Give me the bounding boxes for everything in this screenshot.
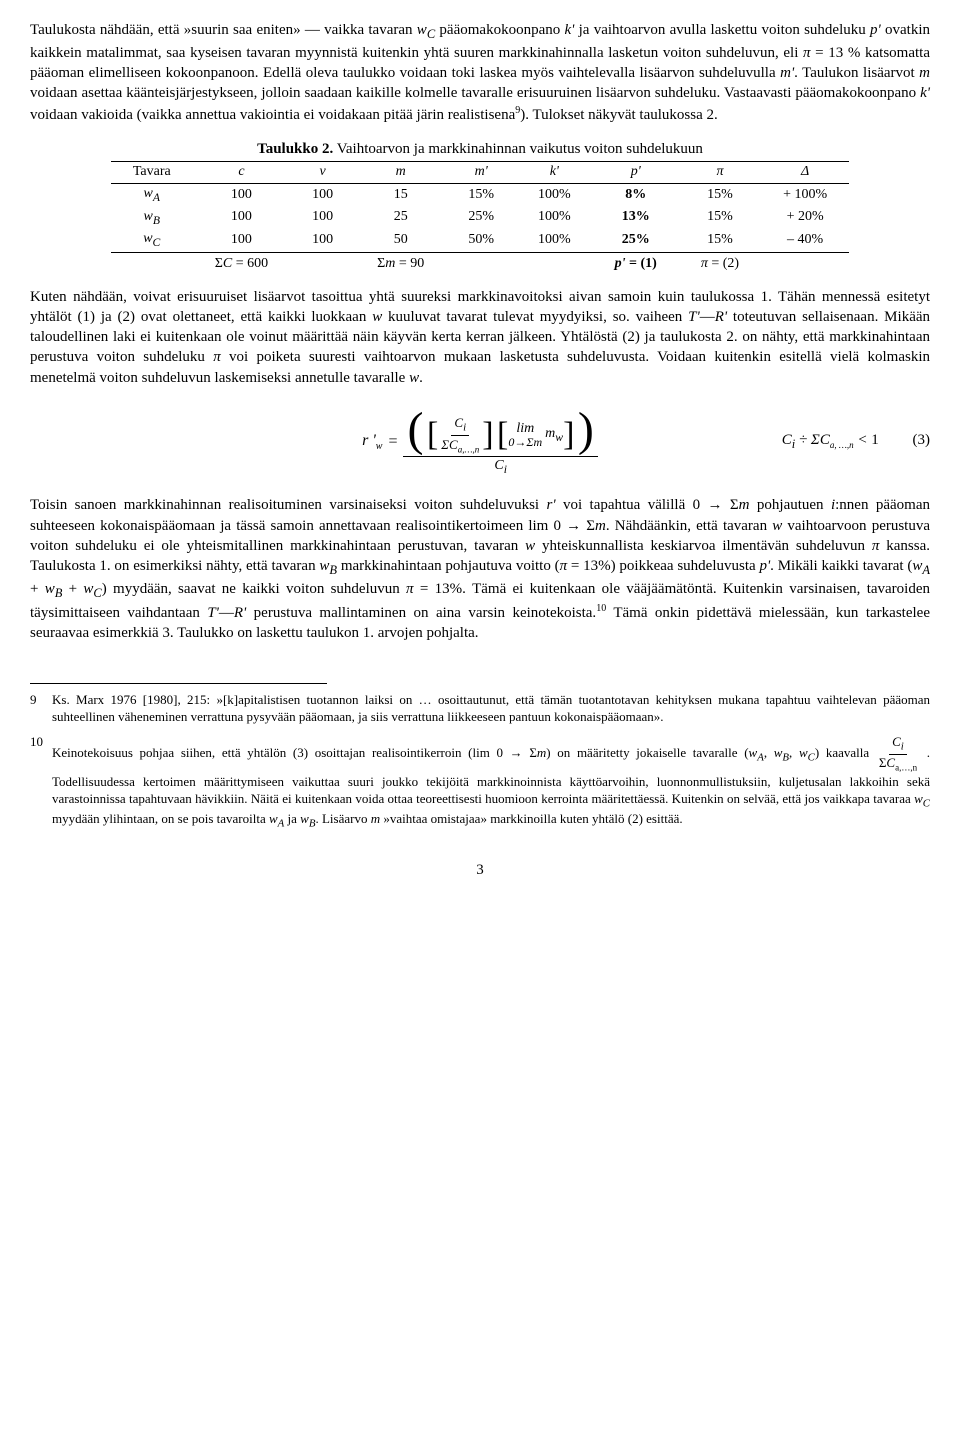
- sum-cell: [761, 252, 849, 274]
- table-cell: 100: [290, 207, 355, 230]
- sum-cell: π = (2): [679, 252, 761, 274]
- table-cell: 25: [355, 207, 446, 230]
- table-cell: 50%: [446, 229, 516, 252]
- table-2: Tavaracvmm'k'p'πΔ wA1001001515%100%8%15%…: [111, 161, 849, 274]
- table-cell: 100%: [516, 229, 593, 252]
- table2-header-cell: π: [679, 162, 761, 184]
- table2-header-row: Tavaracvmm'k'p'πΔ: [111, 162, 849, 184]
- equation-3: r 'w = ( [ Ci ΣCa,…,n ] [ lim 0→Σm: [30, 406, 930, 478]
- footnote-10-fraction: Ci ΣCa,…,n: [876, 734, 920, 774]
- footnote-9-text: Ks. Marx 1976 [1980], 215: »[k]apitalist…: [52, 692, 930, 726]
- table-cell: 15%: [679, 184, 761, 207]
- table-cell: 100: [193, 207, 290, 230]
- row-label: wC: [111, 229, 193, 252]
- footnote-10-text: Keinotekoisuus pohjaa siihen, että yhtäl…: [52, 734, 930, 830]
- sum-cell: [446, 252, 516, 274]
- table-cell: 100: [290, 184, 355, 207]
- table2-header-cell: k': [516, 162, 593, 184]
- sum-cell: [290, 252, 355, 274]
- paragraph-3: Toisin sanoen markkinahinnan realisoitum…: [30, 495, 930, 643]
- table2-header-cell: m: [355, 162, 446, 184]
- footnote-9-num: 9: [30, 692, 52, 726]
- table2-header-cell: m': [446, 162, 516, 184]
- paragraph-2: Kuten nähdään, voivat erisuuruiset lisäa…: [30, 287, 930, 388]
- table2-header-cell: Tavara: [111, 162, 193, 184]
- table-cell: + 100%: [761, 184, 849, 207]
- table-cell: 15%: [679, 207, 761, 230]
- table-cell: 8%: [593, 184, 679, 207]
- sum-cell: Σm = 90: [355, 252, 446, 274]
- table-row: wC1001005050%100%25%15%– 40%: [111, 229, 849, 252]
- table-cell: + 20%: [761, 207, 849, 230]
- table-row: wB1001002525%100%13%15%+ 20%: [111, 207, 849, 230]
- table-cell: 100: [193, 184, 290, 207]
- table-row: wA1001001515%100%8%15%+ 100%: [111, 184, 849, 207]
- equation-3-core: r 'w = ( [ Ci ΣCa,…,n ] [ lim 0→Σm: [362, 406, 598, 478]
- table-cell: 15%: [679, 229, 761, 252]
- table2-caption: Taulukko 2. Vaihtoarvon ja markkinahinna…: [30, 139, 930, 159]
- footnote-10-num: 10: [30, 734, 52, 830]
- table2-header-cell: Δ: [761, 162, 849, 184]
- table2-body: wA1001001515%100%8%15%+ 100%wB1001002525…: [111, 184, 849, 253]
- table-cell: 25%: [446, 207, 516, 230]
- footnote-rule: [30, 683, 327, 684]
- table-cell: – 40%: [761, 229, 849, 252]
- table-cell: 13%: [593, 207, 679, 230]
- table-cell: 100: [193, 229, 290, 252]
- sum-cell: [111, 252, 193, 274]
- table2-caption-rest: Vaihtoarvon ja markkinahinnan vaikutus v…: [333, 141, 703, 157]
- footnote-9: 9 Ks. Marx 1976 [1980], 215: »[k]apitali…: [30, 692, 930, 726]
- sum-cell: ΣC = 600: [193, 252, 290, 274]
- equation-3-condition: Ci ÷ ΣCa, …,n < 1 (3): [782, 430, 930, 453]
- table-cell: 100%: [516, 207, 593, 230]
- table2-header-cell: c: [193, 162, 290, 184]
- table-cell: 50: [355, 229, 446, 252]
- row-label: wB: [111, 207, 193, 230]
- page-number: 3: [30, 860, 930, 880]
- table2-header-cell: p': [593, 162, 679, 184]
- table2-caption-bold: Taulukko 2.: [257, 141, 333, 157]
- table-cell: 15%: [446, 184, 516, 207]
- table-cell: 25%: [593, 229, 679, 252]
- footnote-10-part-a: Keinotekoisuus pohjaa siihen, että yhtäl…: [52, 745, 876, 760]
- table-cell: 15: [355, 184, 446, 207]
- table2-sum-row: ΣC = 600 Σm = 90 p' = (1)π = (2): [111, 252, 849, 274]
- paragraph-1: Taulukosta nähdään, että »suurin saa eni…: [30, 20, 930, 125]
- footnote-10: 10 Keinotekoisuus pohjaa siihen, että yh…: [30, 734, 930, 830]
- sum-cell: p' = (1): [593, 252, 679, 274]
- sum-cell: [516, 252, 593, 274]
- table-cell: 100%: [516, 184, 593, 207]
- table-cell: 100: [290, 229, 355, 252]
- table2-header-cell: v: [290, 162, 355, 184]
- row-label: wA: [111, 184, 193, 207]
